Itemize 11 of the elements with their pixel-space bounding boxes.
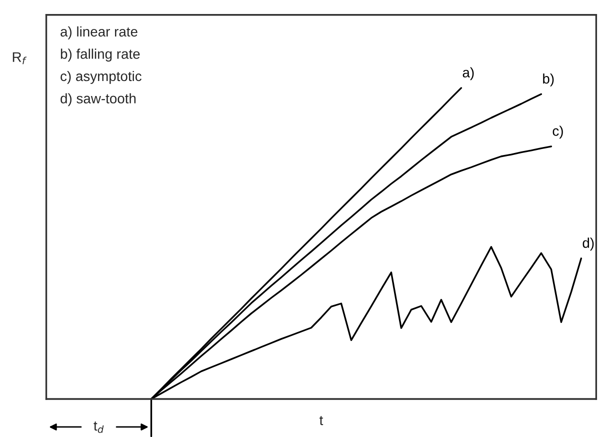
text: a) linear rate (60, 26, 138, 40)
text: t$_{d}$ (94, 422, 104, 433)
y-axis-title: R$_{f}$ (12, 52, 27, 64)
annotation: d) saw-tooth (60, 93, 136, 106)
text: c) asymptotic (60, 70, 142, 84)
x-axis-title: t (320, 416, 324, 426)
series-label: b) (543, 73, 554, 86)
series-label: d) (582, 238, 594, 251)
text: b) falling rate (60, 48, 140, 62)
series-label: a) (462, 67, 474, 80)
series-label: c) (552, 126, 563, 139)
